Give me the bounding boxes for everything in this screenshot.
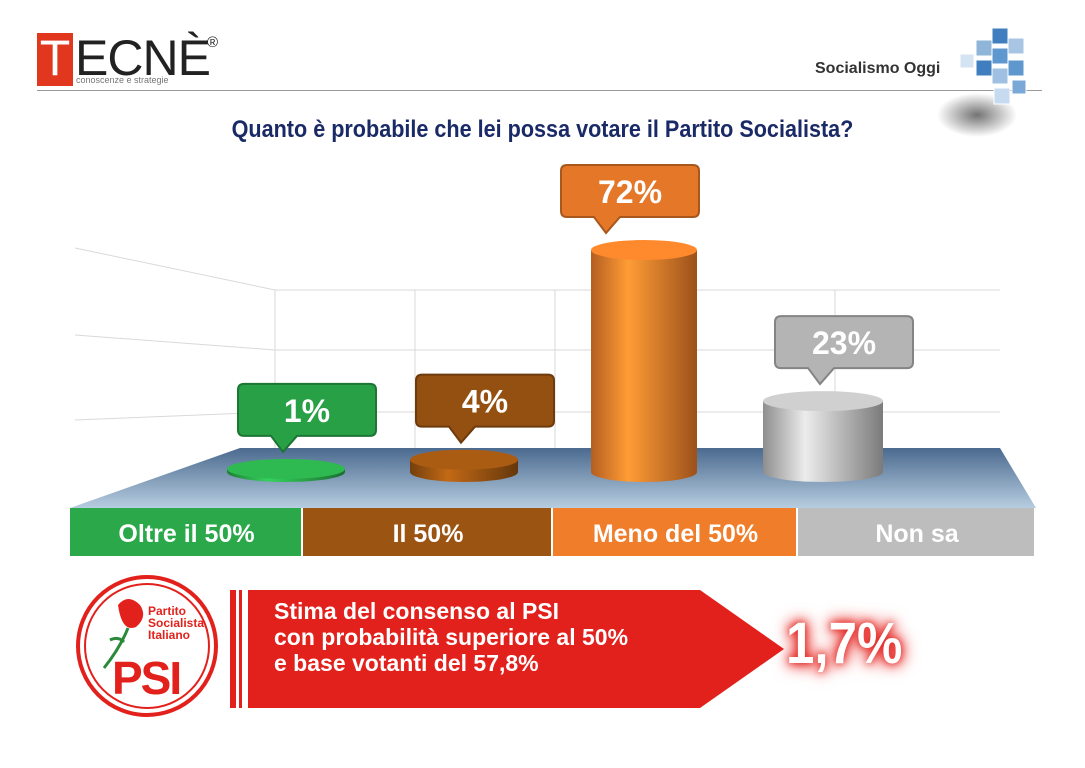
carnation-icon	[118, 599, 144, 629]
svg-text:PSI: PSI	[112, 652, 180, 704]
footer-graphic: Partito Socialista Italiano PSI	[76, 575, 784, 717]
description-line: Stima del consenso al PSI	[274, 598, 560, 624]
bar-top	[227, 458, 345, 479]
value-label: 72%	[598, 174, 662, 210]
label-callout	[237, 382, 377, 454]
category-band	[70, 508, 301, 556]
bar	[591, 240, 697, 482]
data-label: 4%	[415, 373, 555, 445]
bar-chart: Oltre il 50% Il 50% Meno del 50% Non sa 1% 4…	[70, 164, 1036, 556]
separator-bar	[230, 590, 236, 708]
svg-text:Socialista: Socialista	[148, 616, 204, 630]
chart-title: Quanto è probabile che lei possa votare …	[231, 116, 854, 143]
estimate-description: Stima del consenso al PSI con probabilit…	[274, 598, 628, 676]
brand-name: Socialismo Oggi	[815, 60, 941, 77]
bar	[410, 449, 518, 482]
category-band	[303, 508, 551, 556]
data-label: 1%	[237, 382, 377, 454]
data-label: 23%	[774, 315, 914, 386]
label-callout	[415, 373, 555, 445]
label-callout	[560, 164, 700, 235]
x-tick-label: Il 50%	[393, 520, 464, 548]
svg-text:Italiano: Italiano	[148, 628, 190, 642]
red-arrow	[248, 590, 784, 708]
x-tick-label: Non sa	[875, 520, 959, 548]
x-tick-label: Oltre il 50%	[118, 520, 254, 548]
svg-text:Partito: Partito	[148, 604, 186, 618]
x-tick-label: Meno del 50%	[593, 520, 758, 548]
category-band	[798, 508, 1034, 556]
bar-body	[591, 250, 697, 482]
bar-top	[763, 391, 883, 412]
separator-bar	[239, 590, 242, 708]
logo-registered: ®	[207, 34, 219, 51]
bar	[227, 458, 345, 482]
logo-text: ECNÈ	[75, 30, 211, 86]
bar	[763, 391, 883, 482]
cubes-icon	[937, 27, 1027, 137]
bar-top	[410, 449, 518, 470]
value-label: 4%	[462, 384, 508, 420]
label-callout	[774, 315, 914, 386]
category-band	[553, 508, 796, 556]
header-divider	[37, 90, 1042, 91]
logo-letter: T	[39, 30, 71, 86]
chart-floor	[70, 448, 1036, 508]
bar-body	[763, 401, 883, 482]
psi-logo: Partito Socialista Italiano PSI	[76, 575, 218, 717]
logo-box	[37, 33, 73, 86]
logo-tagline: conoscenze e strategie	[76, 75, 169, 85]
description-line: e base votanti del 57,8%	[274, 650, 539, 676]
description-line: con probabilità superiore al 50%	[274, 624, 629, 650]
data-label: 72%	[560, 164, 700, 235]
value-label: 23%	[812, 325, 876, 361]
bar-top	[591, 240, 697, 260]
value-label: 1%	[284, 393, 330, 429]
estimate-value: 1,7%	[786, 611, 903, 676]
